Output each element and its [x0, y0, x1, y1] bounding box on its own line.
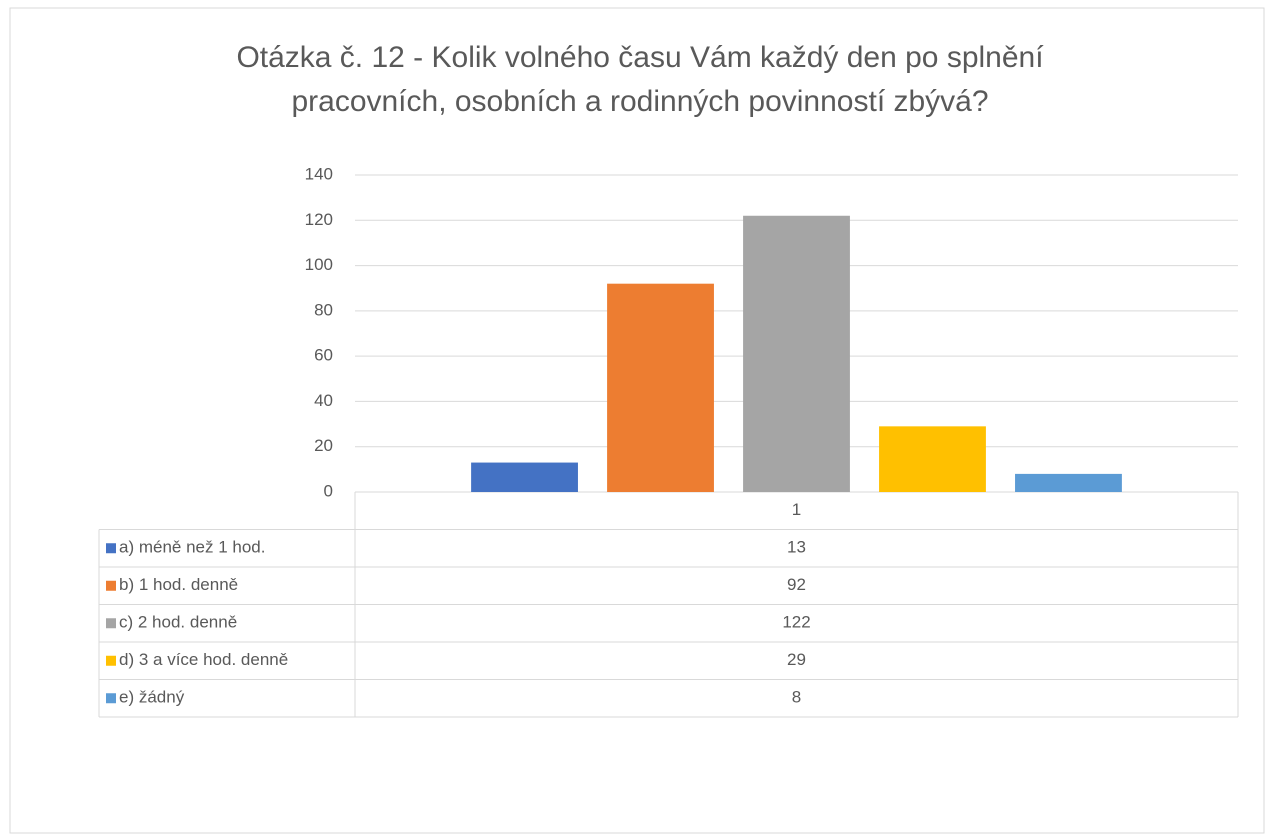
y-tick-label: 140 — [305, 164, 333, 183]
y-tick-label: 100 — [305, 255, 333, 274]
legend-key — [106, 693, 116, 704]
bar — [879, 426, 986, 492]
y-tick-label: 40 — [314, 391, 333, 410]
legend-key — [106, 618, 116, 629]
bar — [1015, 473, 1122, 492]
legend-label: c) 2 hod. denně — [119, 613, 237, 632]
table-value: 92 — [787, 575, 806, 594]
table-value: 13 — [787, 538, 806, 557]
table-value: 29 — [787, 650, 806, 669]
table-value: 122 — [782, 613, 810, 632]
legend-label: b) 1 hod. denně — [119, 575, 238, 594]
legend-label: a) méně než 1 hod. — [119, 538, 265, 557]
legend-label: d) 3 a více hod. denně — [119, 650, 288, 669]
legend-key — [106, 655, 116, 666]
bar — [743, 215, 850, 492]
legend-key — [106, 580, 116, 591]
y-tick-label: 80 — [314, 300, 333, 319]
y-tick-label: 120 — [305, 210, 333, 229]
y-tick-label: 20 — [314, 436, 333, 455]
x-tick-label: 1 — [792, 500, 801, 519]
legend-key — [106, 543, 116, 554]
chart-title: Otázka č. 12 - Kolik volného času Vám ka… — [236, 41, 1044, 118]
y-tick-label: 60 — [314, 346, 333, 365]
table-value: 8 — [792, 688, 801, 707]
bar — [607, 283, 714, 492]
y-tick-label: 0 — [324, 481, 333, 500]
bar — [471, 462, 578, 492]
legend-label: e) žádný — [119, 688, 185, 707]
